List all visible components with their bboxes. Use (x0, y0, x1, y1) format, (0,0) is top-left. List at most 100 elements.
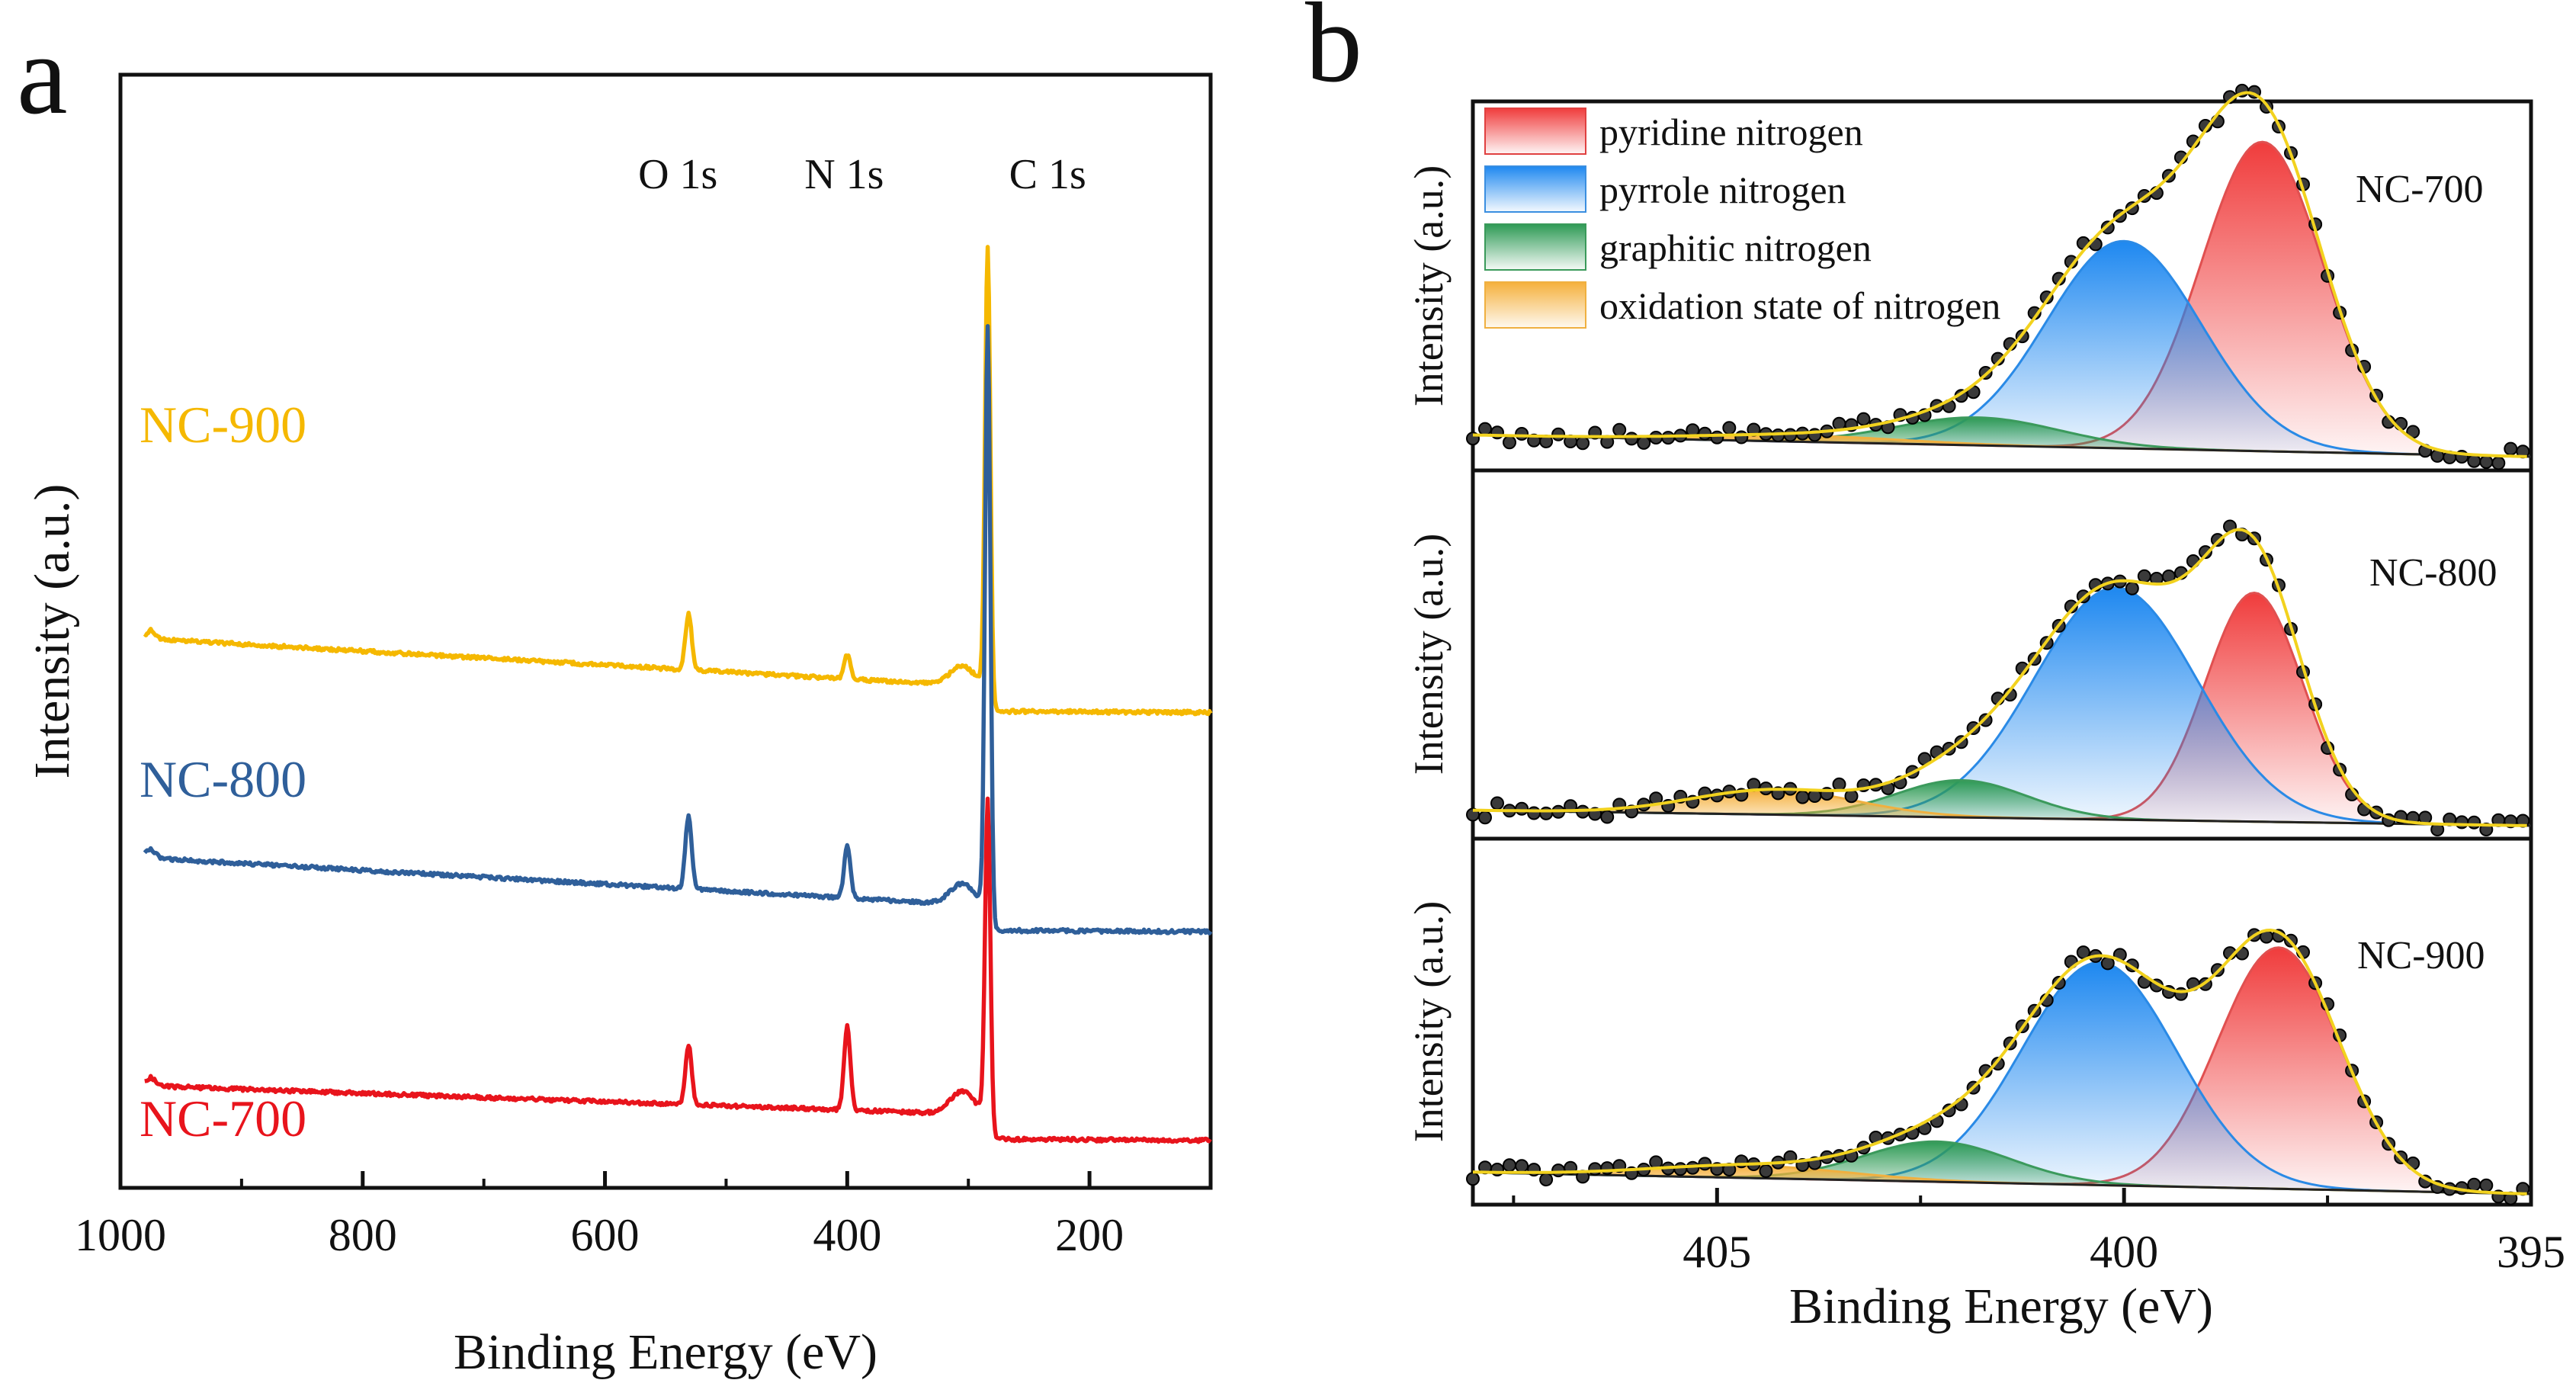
panel-a-peak-label-n1s: N 1s (804, 151, 884, 198)
data-point (1991, 1057, 2005, 1071)
fit-envelope (1472, 528, 2527, 827)
data-point (1759, 1164, 1773, 1178)
legend-label-pyridine: pyridine nitrogen (1599, 111, 1863, 153)
data-point (1551, 1163, 1566, 1178)
panel-b-label-nc900: NC-900 (2357, 934, 2485, 977)
panel-a-x-ticks: 1000 800 600 400 200 (75, 1171, 1212, 1260)
panel-a-x-tick-label-1000: 1000 (75, 1210, 166, 1260)
panel-a-series-label-nc-800: NC-800 (140, 750, 306, 808)
panel-a-peak-labels: O 1s N 1s C 1s (638, 151, 1086, 198)
data-point (1698, 1157, 1712, 1171)
panel-a-series-label-nc-900: NC-900 (140, 396, 306, 454)
data-point (1539, 1173, 1554, 1187)
data-point (1637, 435, 1651, 450)
component-area-oxidation (1473, 1165, 2531, 1194)
panel-a-plot-frame (118, 72, 1213, 1190)
panel-b-x-tick-label-400: 400 (2090, 1227, 2158, 1277)
panel-b-x-tick-label-405: 405 (1683, 1227, 1751, 1277)
data-point (1673, 1162, 1688, 1176)
data-point (1600, 810, 1615, 824)
panel-a-series-line-nc-700 (143, 796, 1212, 1144)
panel-a-x-axis-title: Binding Energy (eV) (454, 1324, 877, 1380)
component-area-pyrrole (1473, 962, 2531, 1194)
panel-b-subplot-nc-900 (1466, 928, 2532, 1205)
legend-item-oxidized: oxidation state of nitrogen (1484, 281, 2000, 329)
data-point (2467, 815, 2481, 830)
data-point (1466, 1172, 1480, 1186)
background-line (1472, 809, 2532, 827)
panel-b-letter: b (1305, 0, 1362, 106)
panel-a-series-line-nc-900 (143, 245, 1213, 717)
panel-a-series-line-nc-800 (143, 323, 1213, 935)
data-point (2455, 815, 2469, 830)
data-point (2210, 533, 2225, 547)
component-area-graphitic (1473, 780, 2531, 826)
panel-b-x-ticks: 405 400 395 (1512, 1188, 2565, 1277)
legend-label-graphitic: graphitic nitrogen (1599, 226, 1872, 269)
data-point (1734, 430, 1749, 444)
legend-swatch-pyrrole (1484, 165, 1586, 213)
legend-label-pyrrole: pyrrole nitrogen (1599, 168, 1846, 211)
data-point (2198, 545, 2212, 560)
data-point (1576, 436, 1590, 451)
panel-b-plot-frame (1471, 99, 2533, 1207)
panel-a-y-axis-title: Intensity (a.u.) (24, 484, 80, 779)
data-point (2125, 581, 2139, 595)
data-point (1978, 1064, 1993, 1078)
legend-item-pyrrole: pyrrole nitrogen (1484, 165, 1846, 213)
panel-a-x-tick-label-400: 400 (813, 1210, 881, 1260)
fit-envelope (1472, 928, 2527, 1195)
component-area-pyridine (1473, 947, 2531, 1194)
component-area-graphitic (1473, 1141, 2531, 1194)
panel-b-label-nc700: NC-700 (2356, 168, 2484, 211)
data-point (2137, 569, 2151, 583)
panel-a-letter: a (17, 11, 68, 138)
raw-data-points (1466, 519, 2530, 836)
data-point (1844, 789, 1859, 804)
data-point (1539, 806, 1554, 820)
panel-a-x-tick-label-800: 800 (329, 1210, 397, 1260)
data-point (1503, 435, 1516, 450)
panel-b-x-tick-label-395: 395 (2497, 1227, 2565, 1277)
panel-b-x-axis-title: Binding Energy (eV) (1789, 1279, 2213, 1334)
component-area-pyridine (1473, 592, 2531, 826)
data-point (1795, 790, 1810, 804)
panel-b-y-axis-title-1: Intensity (a.u.) (1406, 165, 1452, 406)
data-point (1856, 412, 1871, 426)
panel-a-peak-label-o1s: O 1s (638, 151, 717, 198)
panel-b-legend: pyridine nitrogen pyrrole nitrogen graph… (1484, 108, 2000, 329)
legend-label-oxidized: oxidation state of nitrogen (1599, 284, 2000, 327)
data-point (1722, 421, 1737, 435)
data-point (2479, 454, 2494, 469)
data-point (1832, 777, 1846, 791)
data-point (2479, 1178, 2494, 1192)
panel-a-series-label-nc-700: NC-700 (140, 1090, 306, 1147)
data-point (1515, 801, 1529, 816)
panel-b-label-nc800: NC-800 (2369, 551, 2497, 595)
data-point (1551, 427, 1566, 441)
component-area-pyrrole (1473, 587, 2531, 826)
panel-b-y-axis-title-2: Intensity (a.u.) (1406, 534, 1452, 775)
data-point (1478, 422, 1492, 436)
data-point (2051, 976, 2066, 990)
data-point (1527, 806, 1541, 820)
data-point (2504, 441, 2518, 456)
data-point (1710, 430, 1724, 444)
panel-b-subplots (1466, 83, 2532, 1205)
legend-item-pyridine: pyridine nitrogen (1484, 108, 1863, 155)
data-point (1978, 713, 1993, 727)
legend-swatch-oxidized (1484, 281, 1586, 329)
panel-b-subplot-nc-700 (1466, 83, 2532, 470)
legend-item-graphitic: graphitic nitrogen (1484, 223, 1872, 271)
panel-a-peak-label-c1s: C 1s (1009, 151, 1086, 198)
data-point (2467, 1177, 2481, 1192)
data-point (1698, 426, 1712, 441)
data-point (1478, 810, 1492, 825)
panel-a: a 1000 800 600 400 200 O 1s N 1s C 1s NC-900NC… (17, 11, 1213, 1380)
data-point (1588, 1162, 1602, 1176)
data-point (1612, 422, 1627, 437)
legend-swatch-graphitic (1484, 223, 1586, 271)
data-point (2467, 454, 2481, 468)
data-point (1490, 796, 1504, 810)
